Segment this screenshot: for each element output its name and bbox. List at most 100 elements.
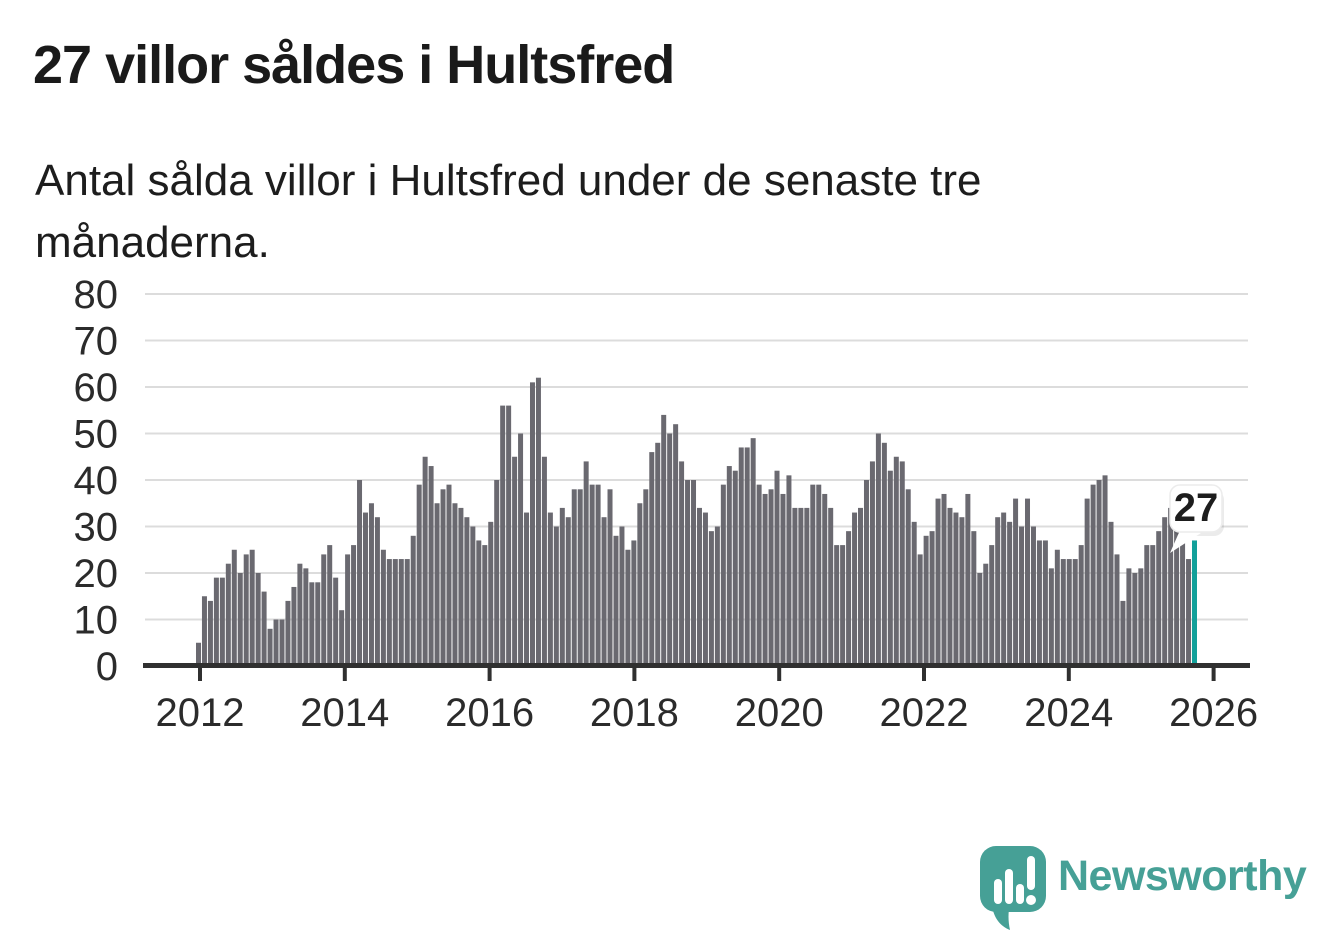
bar [1126, 568, 1132, 666]
y-axis-label: 80 [74, 273, 119, 317]
newsworthy-brand: Newsworthy [980, 844, 1307, 934]
x-axis-tick [1066, 668, 1071, 681]
bar [1186, 559, 1192, 666]
bar [559, 507, 565, 666]
bar [923, 535, 929, 666]
bar [1144, 545, 1150, 666]
bar [738, 447, 744, 666]
bar [571, 489, 577, 666]
bar [732, 470, 738, 666]
bar [702, 512, 708, 666]
bar [1042, 540, 1048, 666]
bar [380, 549, 386, 666]
bar [303, 568, 309, 666]
bar [565, 517, 571, 666]
y-axis-label: 0 [96, 645, 118, 689]
y-axis-label: 10 [74, 599, 119, 643]
bar [774, 470, 780, 666]
bar [1060, 559, 1066, 666]
bar [935, 498, 941, 666]
bar [1066, 559, 1072, 666]
highlight-bar-latest [1192, 540, 1197, 666]
x-axis-tick [1211, 668, 1216, 681]
bar [941, 493, 947, 666]
bar [762, 493, 768, 666]
bar [243, 554, 249, 666]
bar [285, 600, 291, 666]
bar [589, 484, 595, 666]
x-axis-tick [777, 668, 782, 681]
y-axis-label: 40 [74, 459, 119, 503]
bar [482, 545, 488, 666]
x-axis-tick [487, 668, 492, 681]
bar [470, 526, 476, 666]
bar [708, 531, 714, 666]
bar [804, 507, 810, 666]
bar [440, 489, 446, 666]
bar [339, 610, 345, 666]
x-axis-label: 2020 [735, 691, 824, 735]
bar [583, 461, 589, 666]
bar [995, 517, 1001, 666]
bar [1019, 526, 1025, 666]
bar [410, 535, 416, 666]
bar [869, 461, 875, 666]
newsworthy-logo-icon [980, 846, 1046, 930]
bar [1048, 568, 1054, 666]
bar [1078, 545, 1084, 666]
bar [631, 540, 637, 666]
bar [1054, 549, 1060, 666]
bar [720, 484, 726, 666]
bar [852, 512, 858, 666]
bar [267, 628, 273, 666]
x-axis-label: 2018 [590, 691, 679, 735]
bar [750, 438, 756, 666]
bar [1013, 498, 1019, 666]
bar [1168, 507, 1174, 666]
bar [464, 517, 470, 666]
bar [649, 452, 655, 666]
bar [965, 493, 971, 666]
bar [476, 540, 482, 666]
bar [446, 484, 452, 666]
bar [756, 484, 762, 666]
bar [231, 549, 237, 666]
bar [816, 484, 822, 666]
bar [601, 517, 607, 666]
bar [345, 554, 351, 666]
bar [899, 461, 905, 666]
bar [255, 573, 261, 666]
bar [1114, 554, 1120, 666]
bar [1025, 498, 1031, 666]
bar [279, 619, 285, 666]
x-axis-tick [632, 668, 637, 681]
bar [625, 549, 631, 666]
bar [792, 507, 798, 666]
bar [744, 447, 750, 666]
bar [535, 377, 541, 666]
bar [810, 484, 816, 666]
bar [357, 480, 363, 666]
bar [404, 559, 410, 666]
bar [643, 489, 649, 666]
bar [577, 489, 583, 666]
bar [506, 405, 512, 666]
bar [595, 484, 601, 666]
bar [661, 414, 667, 666]
x-axis-tick [198, 668, 202, 681]
bar [1072, 559, 1078, 666]
bar [327, 545, 333, 666]
annotation-value-label: 27 [1174, 486, 1219, 530]
bar [613, 535, 619, 666]
bar [1156, 531, 1162, 666]
bar [416, 484, 422, 666]
bar [297, 563, 303, 666]
bar [953, 512, 959, 666]
bar [553, 526, 559, 666]
bar [261, 591, 267, 666]
bar [249, 549, 255, 666]
bar [494, 480, 500, 666]
x-axis-label: 2024 [1024, 691, 1113, 735]
bar [1150, 545, 1156, 666]
